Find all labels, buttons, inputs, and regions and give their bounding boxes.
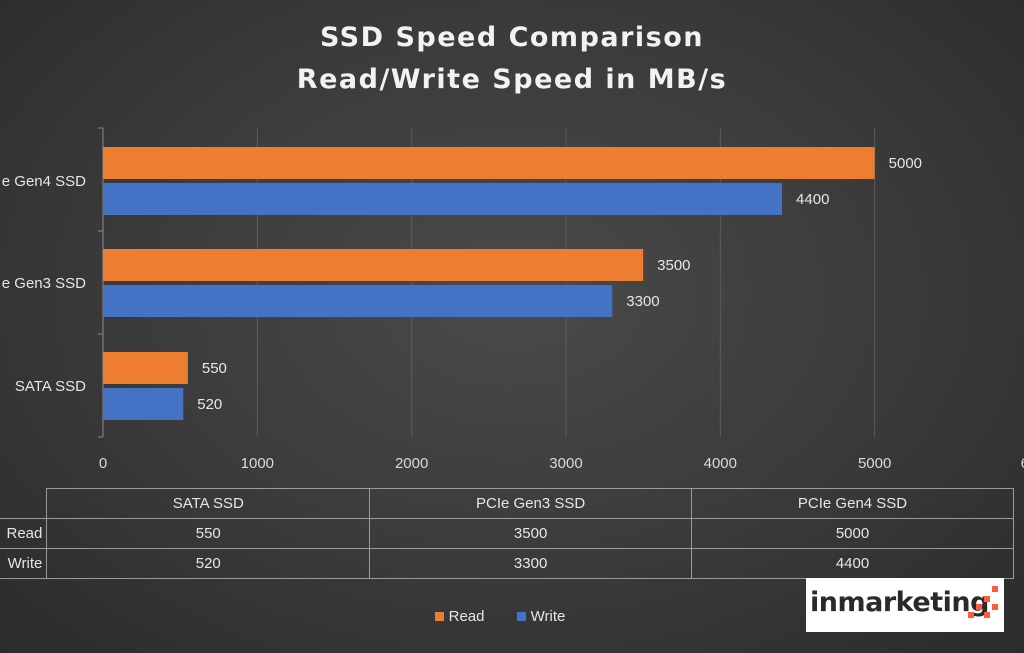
x-tick-label: 1000 — [241, 455, 274, 472]
bar-read — [103, 147, 875, 179]
logo-text: inmarketing — [810, 587, 989, 618]
chart-title: SSD Speed Comparison — [319, 22, 705, 53]
bar-chart: 0 1000 2000 3000 4000 5000 60 SATA SSD 550 520 e G… — [2, 127, 1024, 472]
table-cell: 3500 — [369, 518, 693, 549]
inmarketing-logo: inmarketing — [806, 578, 1004, 632]
bar-read — [103, 352, 188, 384]
category-label: e Gen4 SSD — [2, 173, 86, 190]
data-label: 3300 — [626, 293, 659, 310]
bar-write — [103, 183, 783, 215]
bars — [103, 147, 875, 420]
table-corner-cell — [0, 488, 48, 519]
table-row: Write 520 3300 4400 — [0, 548, 1014, 579]
bar-write — [103, 388, 184, 420]
legend: Read Write — [0, 608, 1000, 625]
x-tick-label: 5000 — [858, 455, 891, 472]
table-row-label-write: Write — [0, 548, 48, 579]
x-tick-label: 60 — [1021, 455, 1024, 472]
table-cell: 550 — [46, 518, 371, 549]
table-header-sata: SATA SSD — [46, 488, 371, 519]
table-cell: 5000 — [691, 518, 1014, 549]
legend-swatch-read — [434, 612, 444, 621]
table-header-gen4: PCIe Gen4 SSD — [691, 488, 1014, 519]
table-cell: 4400 — [691, 548, 1014, 579]
legend-label-write: Write — [530, 608, 566, 625]
gridlines — [98, 127, 876, 438]
legend-entry-write: Write — [516, 608, 566, 625]
legend-label-read: Read — [448, 608, 485, 625]
data-label: 520 — [197, 396, 222, 413]
table-cell: 520 — [46, 548, 371, 579]
x-tick-label: 0 — [99, 455, 107, 472]
data-label: 3500 — [657, 257, 690, 274]
x-tick-label: 4000 — [704, 455, 737, 472]
category-label: e Gen3 SSD — [2, 275, 86, 292]
x-tick-label: 2000 — [395, 455, 428, 472]
bar-write — [103, 285, 613, 317]
bar-read — [103, 249, 644, 281]
legend-swatch-write — [516, 612, 526, 621]
data-label: 4400 — [796, 191, 829, 208]
table-row: Read 550 3500 5000 — [0, 518, 1014, 549]
table-cell: 3300 — [369, 548, 693, 579]
labels: 0 1000 2000 3000 4000 5000 60 SATA SSD 550 520 e G… — [2, 155, 1024, 472]
table-header-gen3: PCIe Gen3 SSD — [369, 488, 693, 519]
legend-entry-read: Read — [434, 608, 485, 625]
category-label: SATA SSD — [15, 378, 86, 395]
x-tick-label: 3000 — [549, 455, 582, 472]
data-label: 550 — [202, 360, 227, 377]
data-table: SATA SSD PCIe Gen3 SSD PCIe Gen4 SSD Rea… — [0, 488, 1014, 579]
logo-mark-icon — [968, 586, 998, 618]
data-label: 5000 — [889, 155, 922, 172]
table-header-row: SATA SSD PCIe Gen3 SSD PCIe Gen4 SSD — [0, 488, 1014, 519]
table-row-label-read: Read — [0, 518, 48, 549]
chart-subtitle: Read/Write Speed in MB/s — [296, 64, 728, 95]
